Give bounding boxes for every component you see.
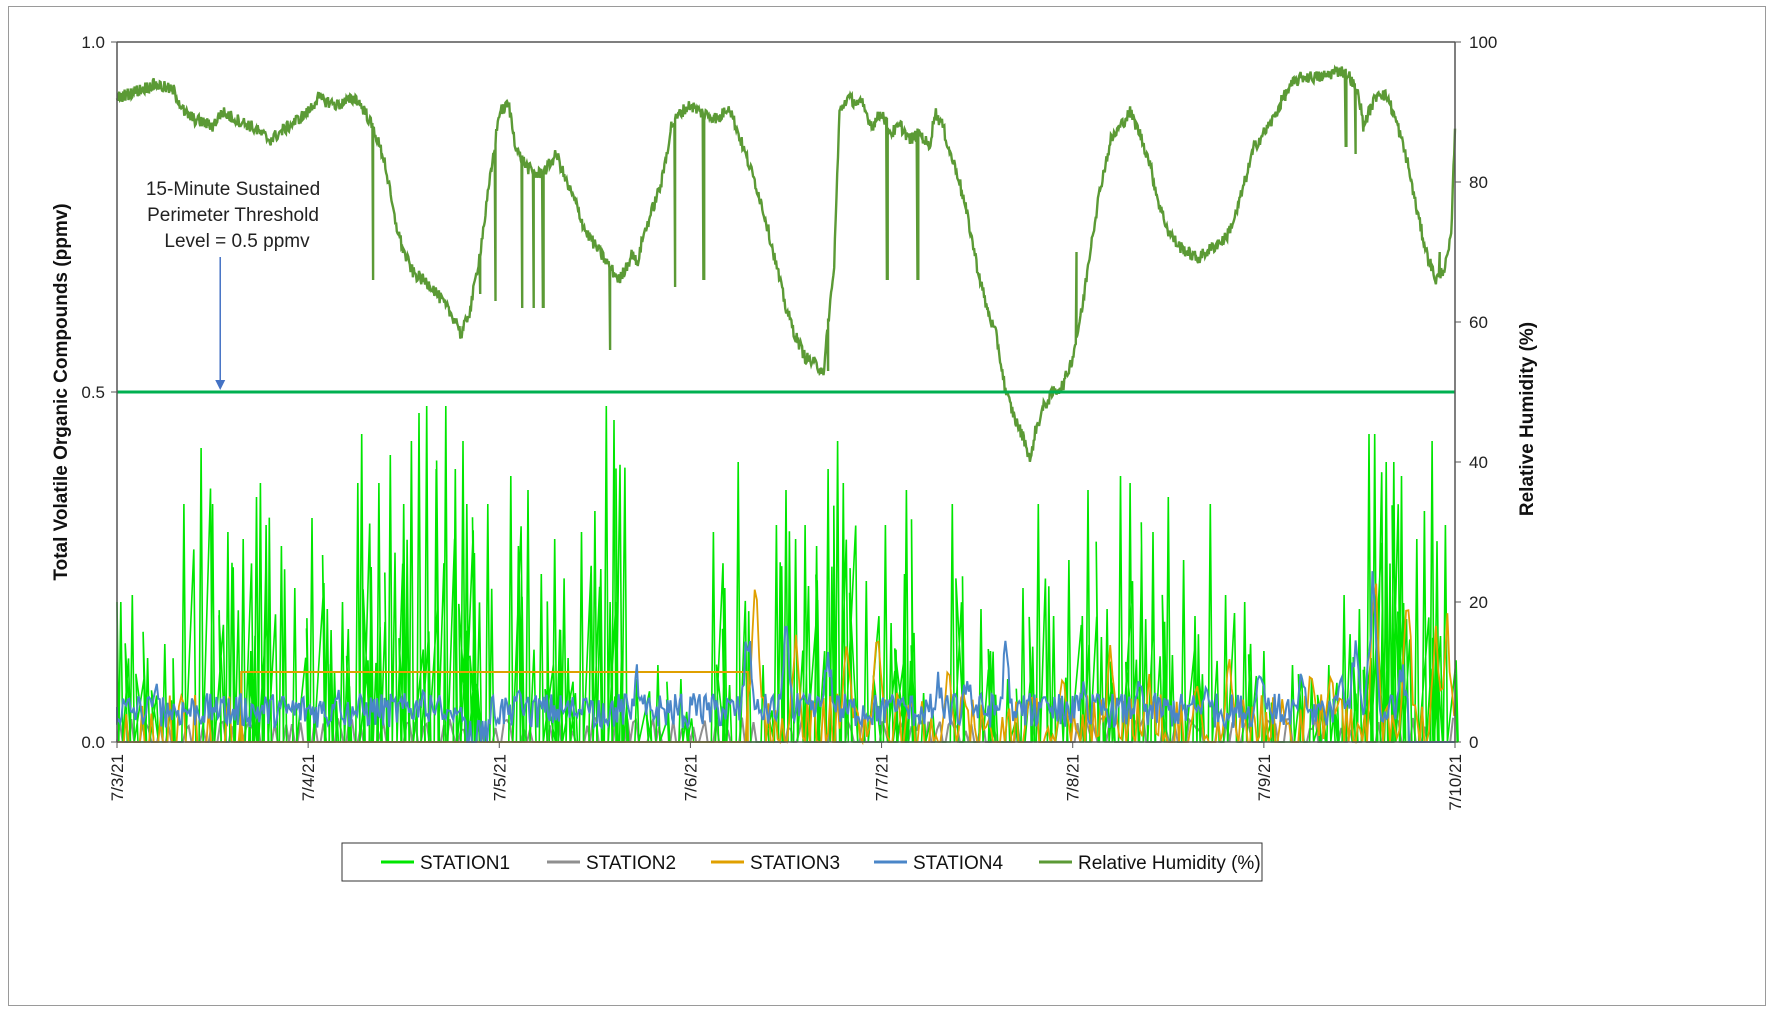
x-tick-label: 7/7/21: [873, 754, 892, 801]
y2-axis-title: Relative Humidity (%): [1517, 322, 1538, 516]
y2-tick-label: 80: [1469, 173, 1488, 192]
x-tick-label: 7/6/21: [681, 754, 700, 801]
annotation-arrowhead: [215, 380, 226, 390]
y-tick-label: 1.0: [81, 33, 105, 52]
threshold-annotation-line1: 15-Minute Sustained: [146, 179, 320, 200]
y2-tick-label: 0: [1469, 733, 1478, 752]
y-tick-label: 0.5: [81, 383, 105, 402]
legend-label-station1: STATION1: [420, 853, 510, 874]
y2-tick-label: 60: [1469, 313, 1488, 332]
y2-tick-label: 40: [1469, 453, 1488, 472]
chart-frame: 0.0 0.5 1.0 0 20 40 60 80 100 7/3/21 7/4/21 7/5/21 7…: [8, 6, 1766, 1006]
x-tick-label: 7/9/21: [1255, 754, 1274, 801]
x-tick-label: 7/10/21: [1446, 754, 1465, 811]
legend-label-station2: STATION2: [586, 853, 676, 874]
legend-label-station4: STATION4: [913, 853, 1004, 874]
legend-label-station3: STATION3: [750, 853, 840, 874]
legend-box: [341, 842, 1263, 882]
x-tick-label: 7/8/21: [1064, 754, 1083, 801]
series-line-station4: [116, 571, 1455, 743]
y2-tick-label: 20: [1469, 593, 1488, 612]
series-line-relative-humidity: [115, 64, 1457, 463]
threshold-annotation-line2: Perimeter Threshold: [147, 205, 319, 226]
x-tick-label: 7/3/21: [108, 754, 127, 801]
y2-tick-label: 100: [1469, 33, 1497, 52]
chart-svg: 0.0 0.5 1.0 0 20 40 60 80 100 7/3/21 7/4/21 7/5/21 7…: [51, 33, 1538, 882]
y-tick-label: 0.0: [81, 733, 105, 752]
x-tick-label: 7/5/21: [490, 754, 509, 801]
threshold-annotation-line3: Level = 0.5 ppmv: [164, 231, 310, 252]
axis-ticks: 0.0 0.5 1.0 0 20 40 60 80 100 7/3/21 7/4/21 7/5/21 7…: [81, 33, 1497, 811]
legend-label-humidity: Relative Humidity (%): [1078, 853, 1261, 874]
x-tick-label: 7/4/21: [299, 754, 318, 801]
plot-series: [115, 64, 1459, 746]
y-axis-title: Total Volatile Organic Compounds (ppmv): [51, 203, 72, 580]
